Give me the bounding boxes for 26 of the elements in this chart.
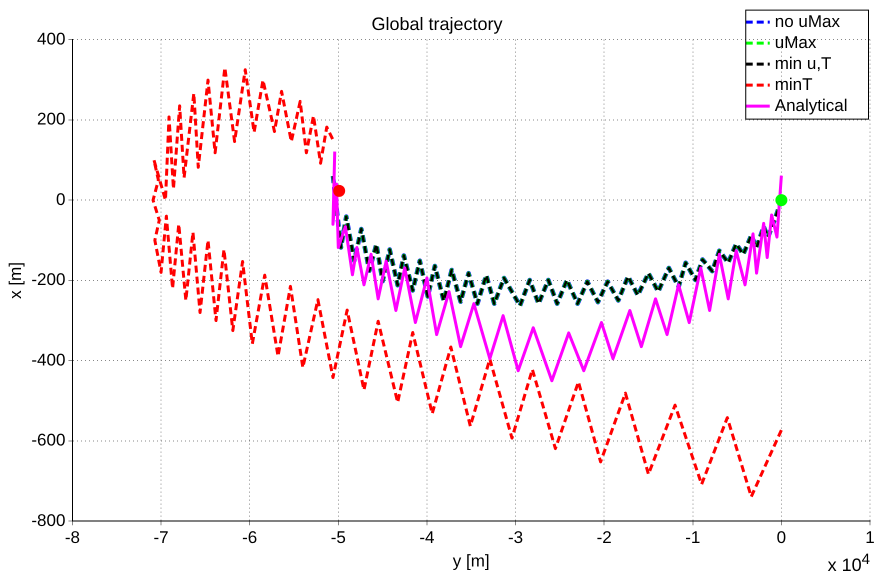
y-axis-title: x [m] [6, 262, 25, 299]
x-tick-label: -2 [596, 528, 612, 548]
x-tick-label: -5 [330, 528, 346, 548]
y-tick-label: -600 [31, 430, 66, 450]
x-tick-label: -8 [64, 528, 80, 548]
chart-title: Global trajectory [371, 14, 503, 34]
legend-label: min u,T [774, 54, 832, 73]
y-tick-label: 0 [56, 190, 66, 209]
y-tick-label: -200 [31, 270, 66, 290]
x-tick-label: -4 [419, 528, 434, 548]
legend-label: uMax [774, 32, 817, 52]
legend-label: no uMax [774, 12, 840, 31]
text: x 10$^{4}$ [828, 551, 870, 575]
x-tick-label: 0 [776, 528, 786, 548]
legend-label: minT [774, 74, 813, 94]
y-tick-label: -800 [31, 510, 66, 530]
y-tick-label: 400 [37, 29, 66, 48]
legend-label: Analytical [774, 96, 848, 115]
x-tick-label: -3 [508, 528, 524, 548]
x-tick-label: -7 [153, 528, 169, 548]
x-tick-label: 1 [865, 528, 875, 548]
x-axis-title: y [m] [452, 551, 490, 570]
x-tick-label: -6 [242, 528, 258, 548]
y-tick-label: -400 [31, 350, 66, 370]
x-tick-label: -1 [685, 528, 700, 548]
y-tick-label: 200 [37, 110, 66, 129]
